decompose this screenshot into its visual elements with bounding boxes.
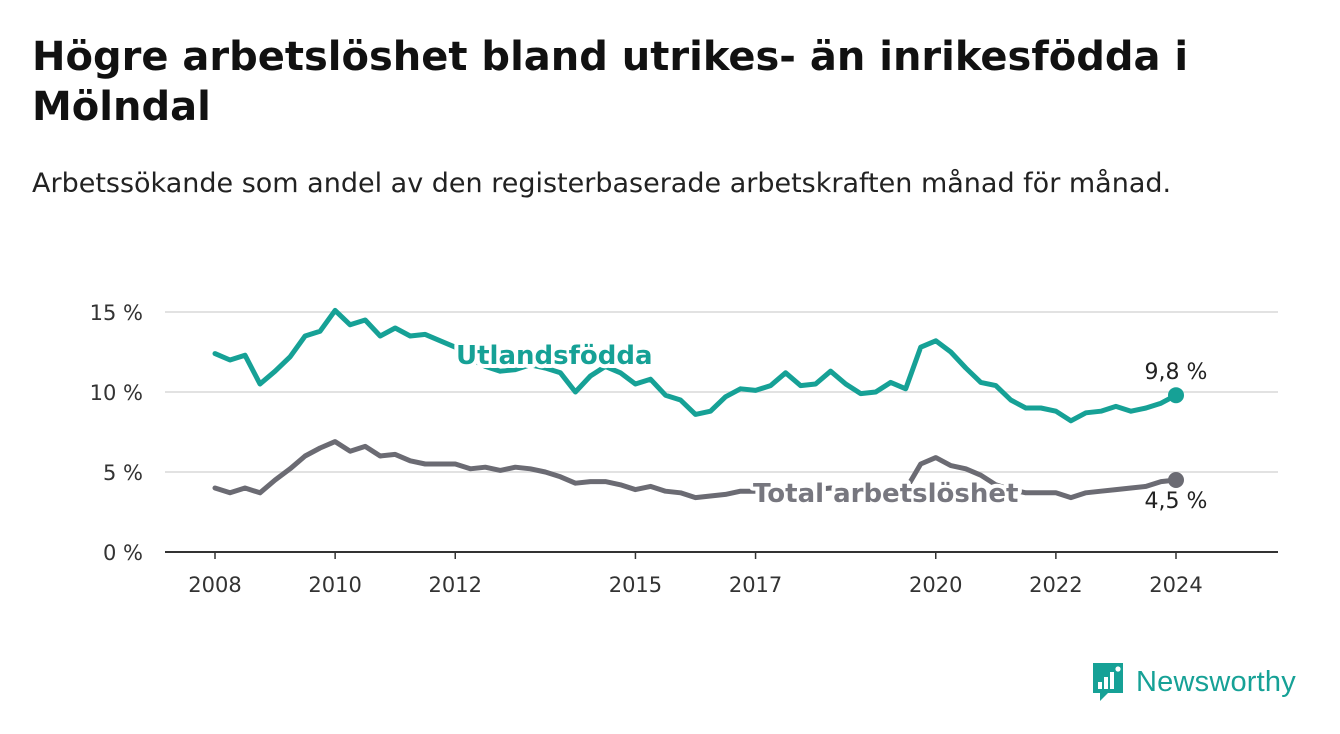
x-tick-label: 2017 (729, 573, 782, 597)
y-tick-label: 5 % (103, 461, 143, 485)
x-tick-label: 2024 (1149, 573, 1202, 597)
series-label: Utlandsfödda (456, 341, 653, 371)
y-tick-label: 0 % (103, 541, 143, 565)
series-label: Total arbetslöshet (753, 479, 1018, 509)
series-line-utlandsfodda (212, 307, 1179, 424)
series-line-total (212, 439, 1179, 501)
x-tick-label: 2012 (429, 573, 482, 597)
chart-title: Högre arbetslöshet bland utrikes- än inr… (32, 34, 1189, 130)
end-point (1168, 387, 1184, 404)
y-tick-label: 10 % (90, 381, 143, 405)
x-tick-label: 2015 (609, 573, 662, 597)
end-value-label: 4,5 % (1145, 489, 1208, 514)
x-tick-label: 2008 (188, 573, 241, 597)
end-value-label: 9,8 % (1145, 360, 1208, 385)
end-point (1168, 472, 1184, 488)
x-tick-label: 2020 (909, 573, 962, 597)
chart-subtitle: Arbetssökande som andel av den registerb… (32, 168, 1172, 199)
chart-bubble-icon (1093, 663, 1123, 701)
x-tick-label: 2022 (1029, 573, 1082, 597)
y-tick-label: 15 % (90, 301, 143, 325)
x-tick-label: 2010 (308, 573, 361, 597)
newsworthy-logo: Newsworthy (1090, 660, 1296, 704)
brand-name: Newsworthy (1136, 665, 1296, 698)
